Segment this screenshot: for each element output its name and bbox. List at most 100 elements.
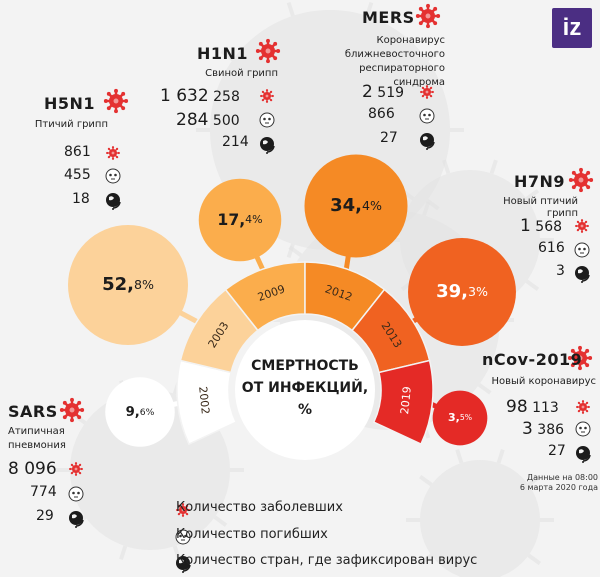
virus-desc-line: синдрома	[393, 77, 445, 88]
deaths-skull-icon	[259, 112, 275, 128]
virus-desc-line: Новый коронавирус	[491, 376, 596, 387]
stat-h7n9-countries: 3	[556, 263, 565, 279]
arc-segment-2019	[372, 359, 434, 446]
virus-block-ncov: nCov-2019	[482, 350, 582, 369]
virus-name: SARS	[8, 402, 58, 421]
countries-globe-icon	[106, 193, 121, 210]
virus-icon	[255, 38, 281, 64]
value-bubble-2012	[304, 154, 408, 258]
countries-globe-icon	[69, 511, 84, 528]
countries-globe-icon	[420, 133, 435, 150]
value-bubble-2009	[198, 178, 282, 262]
virus-desc-mers: Коронавирус ближневосточного респираторн…	[315, 33, 445, 89]
virus-desc-line: Коронавирус	[376, 35, 445, 46]
value-label-2003: 52,8%	[102, 274, 154, 295]
countries-globe-icon	[176, 556, 191, 573]
note-line: 6 марта 2020 года	[519, 483, 598, 492]
stat-sars-cases: 8 096	[8, 459, 57, 479]
value-bubble-2013	[408, 238, 516, 346]
virus-block-h5n1: H5N1	[44, 94, 95, 113]
virus-name: H7N9	[514, 172, 566, 191]
center-label-line: %	[298, 402, 312, 418]
virus-desc-line: Птичий грипп	[34, 119, 108, 130]
stat-ncov-countries: 27	[548, 443, 566, 459]
virus-desc-line: пневмония	[8, 440, 66, 451]
virus-block-h1n1: H1N1	[197, 44, 248, 63]
virus-block-h7n9: H7N9	[514, 172, 565, 191]
virus-desc-sars: Атипичная пневмония	[8, 424, 88, 452]
stat-mers-cases: 2 519	[362, 82, 405, 102]
stat-ncov-cases: 98 113	[506, 397, 559, 417]
stat-h1n1-cases: 1 632 258	[160, 86, 240, 106]
stat-h5n1-countries: 18	[72, 191, 90, 207]
virus-desc-line: Атипичная	[8, 426, 65, 437]
value-label-2002: 9,6%	[126, 405, 155, 420]
cases-virus-icon	[106, 146, 120, 160]
virus-icon	[59, 397, 85, 423]
value-bubble-2019	[432, 390, 488, 446]
virus-block-sars: SARS	[8, 402, 58, 421]
stat-mers-countries: 27	[380, 130, 398, 146]
stat-h1n1-countries: 214	[222, 134, 249, 150]
virus-name: H1N1	[197, 44, 249, 63]
stat-h7n9-cases: 1 568	[520, 216, 563, 236]
deaths-skull-icon	[574, 242, 590, 258]
virus-desc-h1n1: Свиной грипп	[178, 66, 278, 80]
legend-countries: Количество стран, где зафиксирован вирус	[176, 553, 478, 568]
value-label-2019: 3,5%	[448, 411, 472, 424]
value-label-2012: 34,4%	[330, 195, 382, 216]
cases-virus-icon	[69, 462, 83, 476]
year-label-2019: 2019	[398, 386, 414, 415]
deaths-skull-icon	[105, 168, 121, 184]
virus-icon	[415, 3, 441, 29]
virus-desc-line: Новый птичий грипп	[503, 196, 578, 219]
countries-globe-icon	[575, 266, 590, 283]
value-bubble-2003	[68, 225, 188, 345]
cases-virus-icon	[176, 503, 190, 517]
stat-h5n1-deaths: 455	[64, 167, 91, 183]
virus-desc-h5n1: Птичий грипп	[30, 117, 108, 131]
virus-icon	[568, 167, 594, 193]
stat-h7n9-deaths: 616	[538, 240, 565, 256]
virus-desc-line: ближневосточного	[344, 49, 445, 60]
virus-desc-line: Свиной грипп	[205, 68, 278, 79]
note-line: Данные на 08:00	[526, 473, 598, 482]
value-label-2013: 39,3%	[436, 281, 488, 302]
deaths-skull-icon	[175, 529, 191, 545]
virus-desc-ncov: Новый коронавирус	[478, 374, 596, 388]
center-label-line: СМЕРТНОСТЬ	[251, 358, 359, 374]
data-date-note: Данные на 08:00 6 марта 2020 года	[508, 473, 598, 493]
legend-cases: Количество заболевших	[176, 500, 343, 515]
legend-deaths: Количество погибших	[176, 527, 328, 542]
virus-name: nCov-2019	[482, 350, 583, 369]
virus-name: H5N1	[44, 94, 96, 113]
cases-virus-icon	[260, 89, 274, 103]
center-circle	[235, 320, 375, 460]
stat-sars-countries: 29	[36, 508, 54, 524]
stat-ncov-deaths: 3 386	[522, 419, 565, 439]
deaths-skull-icon	[419, 108, 435, 124]
center-label-line: ОТ ИНФЕКЦИЙ,	[242, 379, 368, 396]
virus-icon	[103, 88, 129, 114]
value-label-2009: 17,4%	[217, 210, 262, 229]
stat-sars-deaths: 774	[30, 484, 57, 500]
year-label-2002: 2002	[196, 386, 212, 415]
stat-h1n1-deaths: 284 500	[176, 110, 240, 130]
stat-mers-deaths: 866	[368, 106, 395, 122]
value-bubble-2002	[105, 377, 175, 447]
virus-desc-h7n9: Новый птичий грипп	[472, 194, 578, 220]
countries-globe-icon	[260, 137, 275, 154]
izvestia-logo: iz	[552, 8, 592, 48]
cases-virus-icon	[420, 85, 434, 99]
stat-h5n1-cases: 861	[64, 144, 91, 160]
virus-icon	[567, 345, 593, 371]
deaths-skull-icon	[575, 421, 591, 437]
virus-name: MERS	[362, 8, 415, 27]
virus-block-mers: MERS	[362, 8, 522, 27]
virus-desc-line: респираторного	[359, 63, 445, 74]
countries-globe-icon	[576, 446, 591, 463]
cases-virus-icon	[576, 400, 590, 414]
deaths-skull-icon	[68, 486, 84, 502]
cases-virus-icon	[575, 219, 589, 233]
